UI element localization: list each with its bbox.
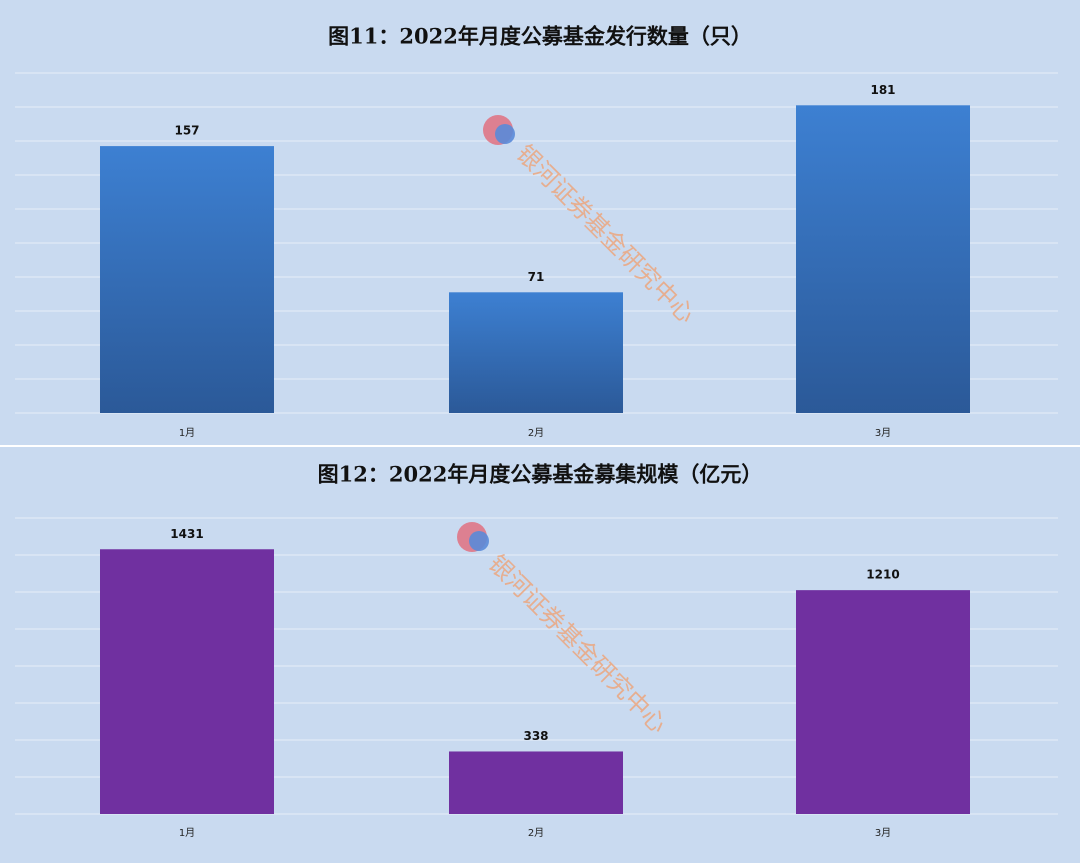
x-tick-label: 2月 — [528, 827, 544, 839]
chart-title: 图11：2022年月度公募基金发行数量（只） — [328, 24, 752, 49]
value-label: 181 — [870, 83, 895, 97]
x-tick-label: 3月 — [875, 427, 891, 439]
value-label: 1210 — [866, 568, 899, 582]
value-label: 71 — [528, 270, 545, 284]
value-label: 157 — [174, 124, 199, 138]
bar — [796, 105, 970, 414]
x-tick-label: 1月 — [179, 827, 195, 839]
value-label: 338 — [523, 729, 548, 743]
bar — [449, 292, 623, 413]
x-tick-label: 3月 — [875, 827, 891, 839]
chart-title: 图12：2022年月度公募基金募集规模（亿元） — [318, 462, 763, 487]
x-tick-label: 2月 — [528, 427, 544, 439]
x-tick-label: 1月 — [179, 427, 195, 439]
bar — [100, 146, 274, 413]
bar — [100, 549, 274, 814]
logo — [469, 531, 489, 551]
logo — [495, 124, 515, 144]
bar — [449, 751, 623, 814]
bar — [796, 590, 970, 814]
value-label: 1431 — [170, 527, 203, 541]
